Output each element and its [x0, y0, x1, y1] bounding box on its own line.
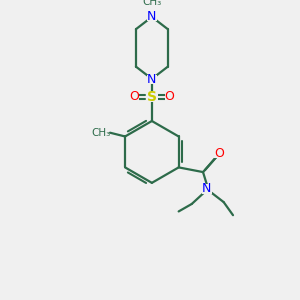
Text: CH₃: CH₃ — [142, 0, 161, 7]
Bar — [202, 184, 212, 194]
Text: N: N — [147, 73, 157, 86]
Bar — [146, 91, 158, 102]
Bar — [164, 92, 175, 101]
Text: N: N — [147, 10, 157, 22]
Text: O: O — [165, 90, 175, 103]
Text: O: O — [214, 147, 224, 160]
Bar — [129, 92, 139, 101]
Text: CH₃: CH₃ — [91, 128, 110, 138]
Text: N: N — [202, 182, 212, 195]
Text: O: O — [129, 90, 139, 103]
Bar — [147, 75, 157, 85]
Bar — [147, 11, 157, 21]
Text: S: S — [147, 90, 157, 104]
Bar — [214, 149, 224, 158]
